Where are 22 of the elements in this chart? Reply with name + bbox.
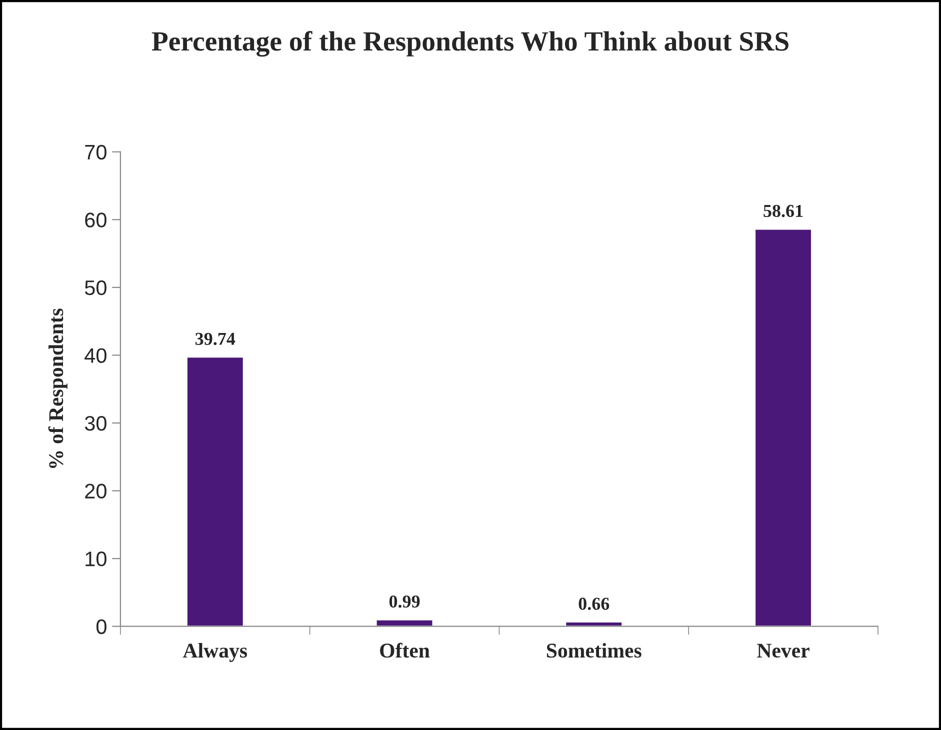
data-label: 0.99 — [389, 595, 420, 608]
y-tick-label: 20 — [85, 484, 106, 499]
bar — [186, 356, 244, 626]
data-label: 39.74 — [196, 332, 236, 346]
bar — [375, 618, 434, 626]
y-tick-label: 60 — [85, 212, 106, 228]
y-tick-label: 40 — [84, 348, 106, 363]
bar — [754, 228, 812, 626]
y-tick-label: 70 — [85, 144, 106, 160]
x-tick-label: Often — [380, 642, 430, 658]
x-tick-label: Always — [182, 643, 248, 662]
x-tick-label: Never — [757, 644, 810, 658]
bar — [564, 621, 623, 626]
y-tick-label: 50 — [84, 280, 106, 296]
y-tick-label: 0 — [96, 619, 106, 634]
x-tick-label: Sometimes — [546, 643, 642, 658]
data-label: 58.61 — [764, 204, 803, 218]
chart-title: Percentage of the Respondents Who Think about SRS — [152, 30, 788, 57]
data-label: 0.66 — [578, 598, 610, 610]
y-tick-label: 10 — [86, 552, 106, 566]
y-tick-label: 30 — [84, 416, 106, 431]
y-axis-title: % of Respondents — [48, 308, 68, 468]
